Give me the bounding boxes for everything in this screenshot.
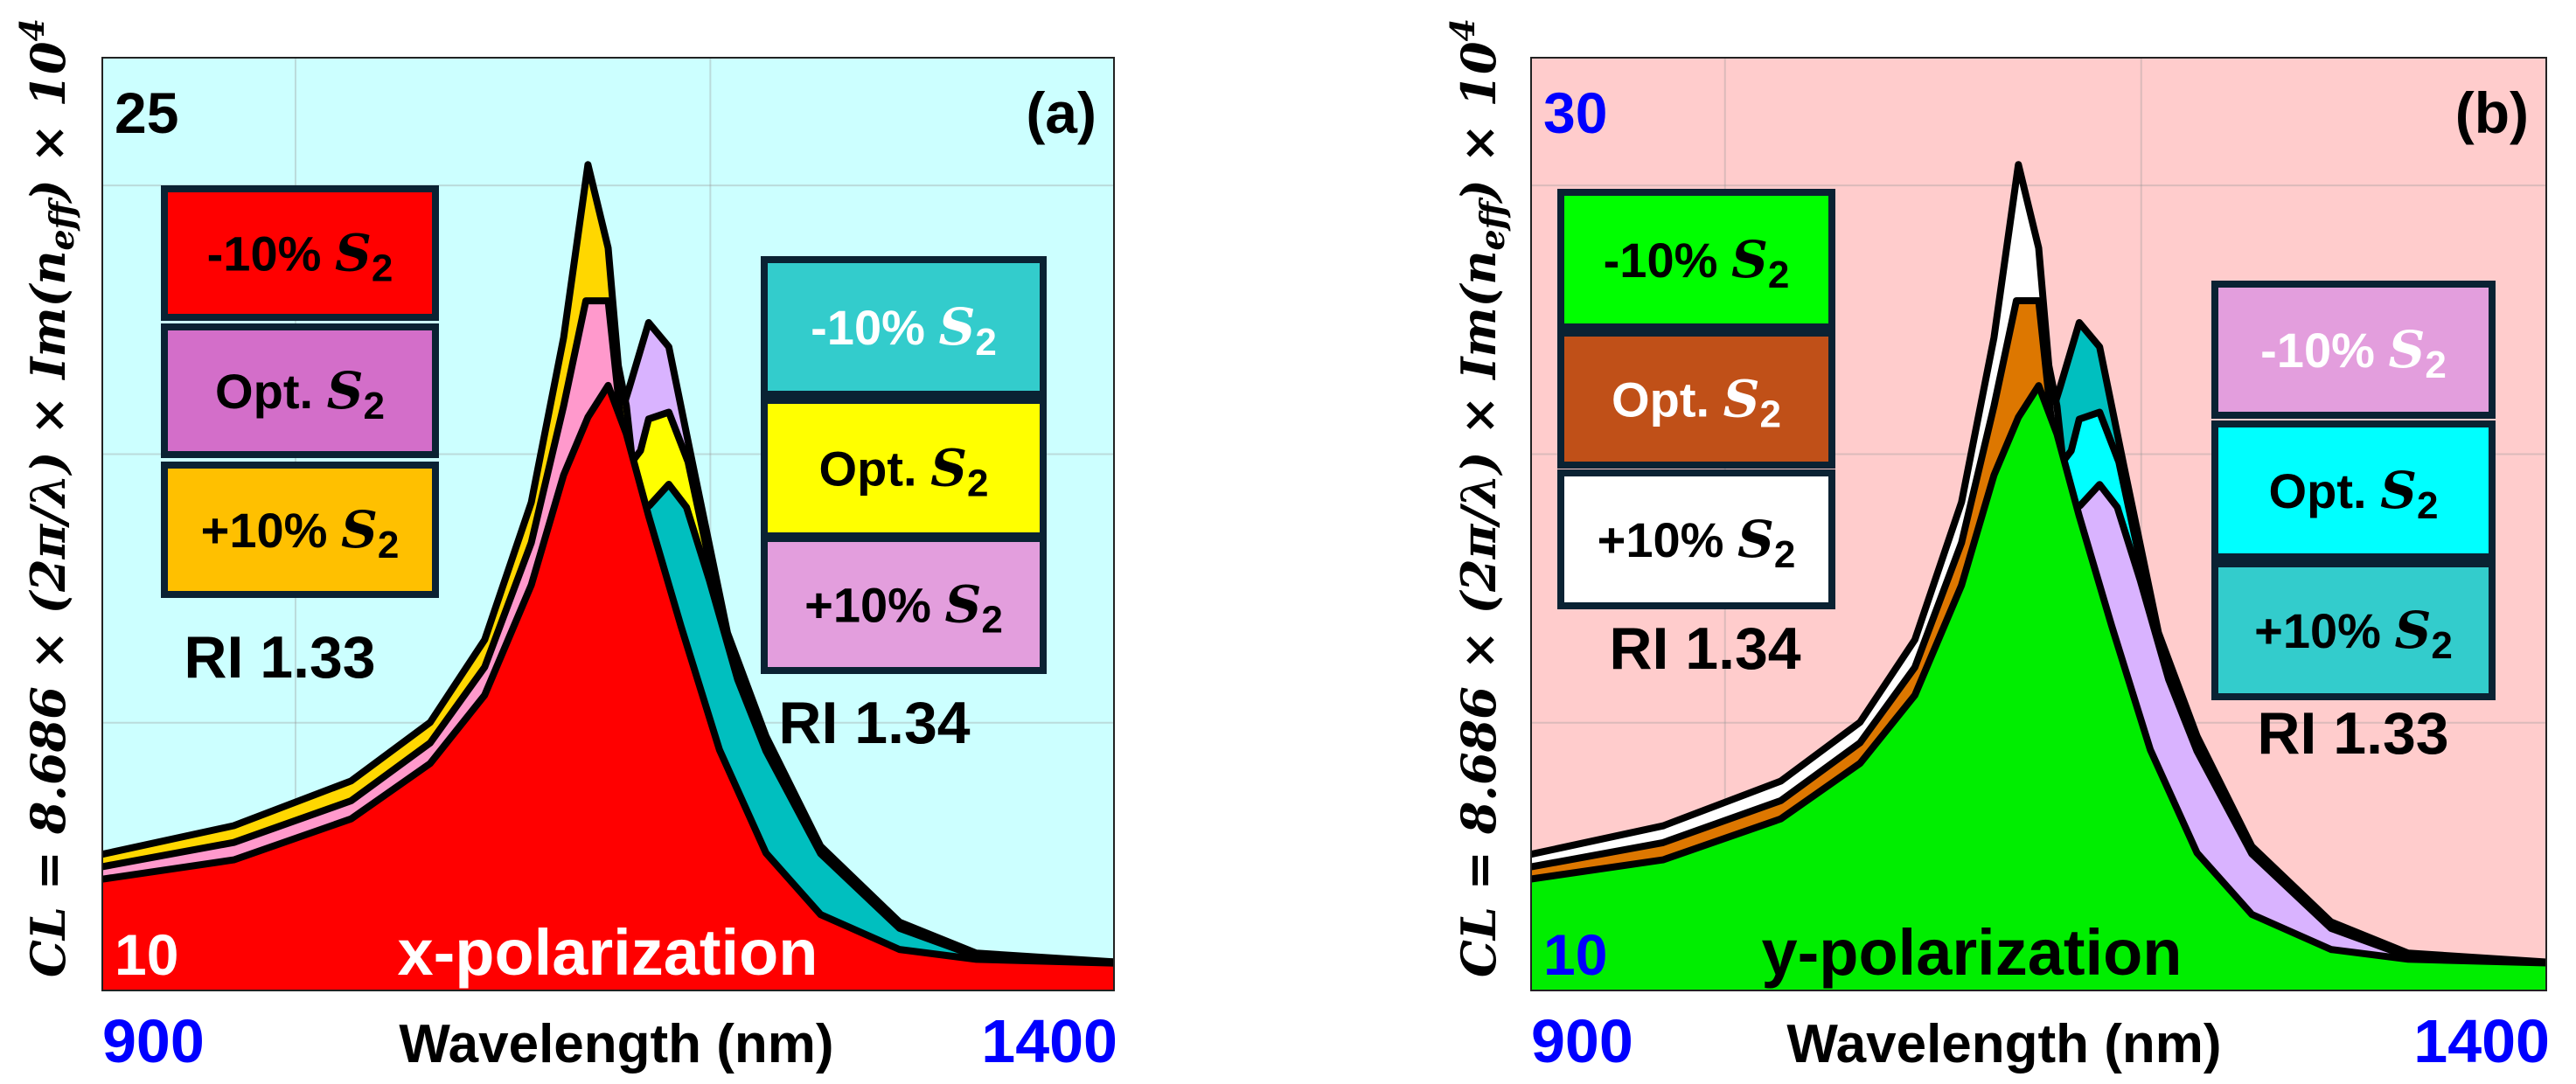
legend-subscript: 2: [363, 385, 384, 427]
legend-symbol: S: [944, 575, 981, 635]
legend-symbol: S: [335, 224, 372, 283]
x-axis-label: Wavelength (nm): [1786, 1014, 2221, 1074]
y-label-sub: eff: [1472, 197, 1512, 250]
legend-box: [2211, 560, 2496, 700]
x-tick-max: 1400: [2413, 1007, 2550, 1075]
legend-symbol: S: [327, 361, 364, 420]
legend-subscript: 2: [378, 524, 399, 566]
x-axis-label: Wavelength (nm): [399, 1014, 833, 1074]
legend-box: [161, 323, 439, 458]
legend-label: Opt. S2: [819, 439, 989, 505]
y-label-main: CL = 8.686 × (2π/λ) × Im(n: [20, 251, 76, 978]
y-tick-bottom: 10: [115, 922, 178, 987]
legend-prefix: Opt.: [819, 441, 931, 497]
legend-symbol: S: [341, 500, 378, 559]
legend-prefix: Opt.: [215, 364, 327, 419]
legend-box: [1557, 469, 1835, 609]
legend-subscript: 2: [2417, 484, 2438, 527]
area-series-5: [102, 385, 1114, 990]
legend-label: +10% S2: [1598, 510, 1796, 576]
legend-box: [2211, 281, 2496, 419]
y-label-mid: ) × 10: [20, 41, 76, 205]
polarization-label: y-polarization: [1761, 916, 2182, 989]
legend-label: +10% S2: [804, 575, 1003, 642]
legend-box: [761, 535, 1047, 674]
legend-subscript: 2: [967, 462, 988, 505]
legend-prefix: Opt.: [1612, 372, 1723, 427]
legend-label: -10% S2: [811, 297, 997, 364]
legend-prefix: -10%: [1604, 233, 1731, 288]
legend-subscript: 2: [1768, 254, 1789, 296]
y-label-mid: ) × 10: [1451, 41, 1507, 205]
legend-label: +10% S2: [201, 500, 400, 566]
legend-prefix: -10%: [811, 300, 938, 355]
legend-prefix: +10%: [1598, 512, 1737, 567]
legend-symbol: S: [930, 439, 967, 498]
y-axis-label: CL = 8.686 × (2π/λ) × Im(neff) × 104: [12, 18, 81, 977]
legend-prefix: -10%: [207, 226, 335, 281]
legend-label: +10% S2: [2254, 601, 2453, 667]
y-tick-top: 30: [1543, 80, 1607, 145]
legend-subscript: 2: [372, 247, 393, 290]
legend-symbol: S: [938, 297, 975, 357]
area-series-5: [1531, 386, 2546, 991]
x-tick-min: 900: [102, 1007, 205, 1075]
series-line-5: [1530, 382, 2547, 967]
legend-box: [161, 185, 439, 321]
x-tick-max: 1400: [981, 1007, 1117, 1075]
y-tick-top: 25: [115, 80, 178, 145]
y-tick-bottom: 10: [1543, 922, 1607, 987]
y-label-main: CL = 8.686 × (2π/λ) × Im(n: [1451, 251, 1507, 978]
legend-box: [1557, 330, 1835, 469]
legend-prefix: +10%: [804, 578, 944, 633]
y-axis-label: CL = 8.686 × (2π/λ) × Im(neff) × 104: [1443, 18, 1512, 977]
legend-prefix: -10%: [2260, 323, 2388, 378]
legend-symbol: S: [1723, 370, 1760, 429]
y-label-sup: 4: [12, 18, 52, 41]
polarization-label: x-polarization: [397, 916, 818, 989]
y-label-sup: 4: [1443, 18, 1482, 41]
plot-frame: [101, 57, 1115, 991]
legend-box: [2211, 420, 2496, 560]
legend-label: -10% S2: [207, 224, 393, 290]
y-label-sub: eff: [42, 197, 81, 250]
panel-label: (a): [1026, 80, 1097, 145]
ri-label: RI 1.33: [184, 624, 375, 691]
panel-label: (b): [2455, 80, 2529, 145]
legend-symbol: S: [2394, 601, 2431, 660]
legend-subscript: 2: [1759, 393, 1780, 436]
legend-label: Opt. S2: [215, 361, 385, 427]
legend-label: -10% S2: [1604, 230, 1790, 296]
legend-box: [761, 256, 1047, 398]
legend-prefix: +10%: [201, 503, 341, 558]
legend-subscript: 2: [2431, 624, 2452, 667]
series-line-5: [101, 381, 1115, 967]
legend-box: [161, 462, 439, 598]
legend-subscript: 2: [1774, 533, 1795, 576]
ri-label: RI 1.33: [2257, 700, 2448, 767]
legend-symbol: S: [1731, 230, 1768, 289]
x-tick-min: 900: [1531, 1007, 1633, 1075]
legend-box: [1557, 189, 1835, 330]
plot-frame: [1530, 57, 2547, 991]
ri-label: RI 1.34: [778, 690, 970, 756]
legend-prefix: +10%: [2254, 603, 2394, 658]
legend-subscript: 2: [2425, 344, 2446, 386]
legend-subscript: 2: [981, 599, 1002, 642]
legend-label: Opt. S2: [2269, 461, 2439, 527]
legend-prefix: Opt.: [2269, 463, 2381, 518]
legend-label: -10% S2: [2260, 320, 2447, 386]
legend-subscript: 2: [975, 321, 996, 364]
legend-symbol: S: [2388, 320, 2425, 379]
legend-symbol: S: [2380, 461, 2417, 520]
legend-symbol: S: [1737, 510, 1774, 569]
legend-label: Opt. S2: [1612, 370, 1781, 436]
ri-label: RI 1.34: [1609, 615, 1800, 682]
